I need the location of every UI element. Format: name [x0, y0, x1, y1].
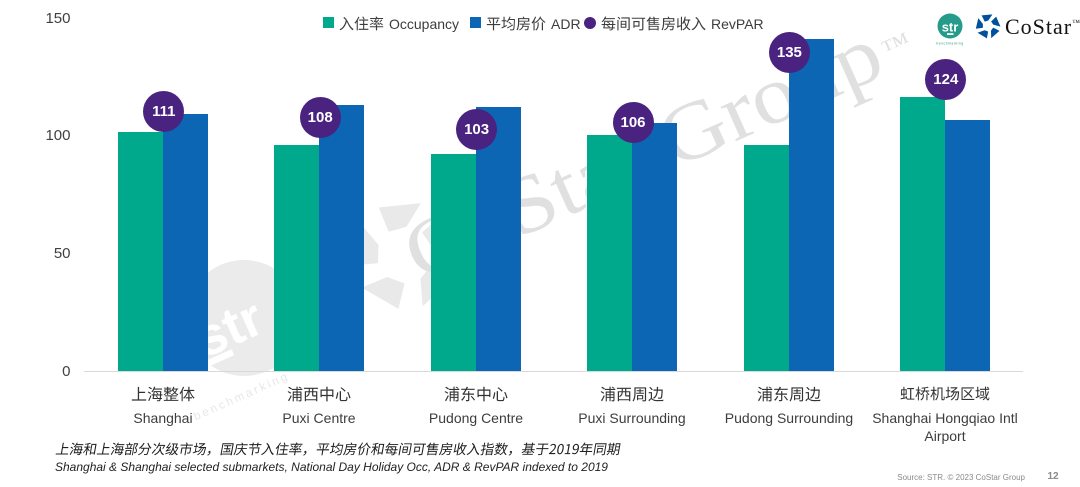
svg-text:str: str — [942, 20, 959, 35]
svg-text:benchmarking: benchmarking — [192, 370, 291, 423]
svg-text:benchmarking: benchmarking — [936, 42, 963, 46]
